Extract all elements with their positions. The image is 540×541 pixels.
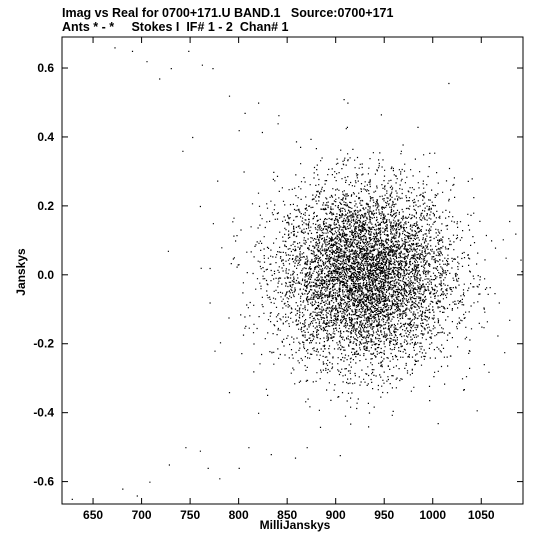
y-tick-label: -0.2 — [33, 337, 54, 351]
chart-title: Imag vs Real for 0700+171.U BAND.1 Sourc… — [62, 6, 394, 20]
scatter-points — [71, 47, 523, 501]
plot-frame — [61, 36, 524, 505]
scatter-point-cloud — [71, 47, 523, 501]
y-tick-label: -0.4 — [33, 406, 54, 420]
y-tick-label: -0.6 — [33, 475, 54, 489]
x-tick-label: 800 — [229, 508, 249, 522]
x-tick-label: 1000 — [419, 508, 446, 522]
x-tick-label: 900 — [326, 508, 346, 522]
y-tick-label: 0.2 — [37, 199, 54, 213]
x-tick-label: 650 — [83, 508, 103, 522]
x-tick-label: 750 — [180, 508, 200, 522]
x-tick-label: 1050 — [468, 508, 495, 522]
x-axis-ticks: 650 700 750 800 850 900 950 1000 1050 — [83, 37, 495, 522]
y-tick-label: 0.6 — [37, 61, 54, 75]
x-tick-label: 700 — [132, 508, 152, 522]
y-tick-label: 0.0 — [37, 268, 54, 282]
y-tick-label: 0.4 — [37, 130, 54, 144]
chart-subtitle: Ants * - * Stokes I IF# 1 - 2 Chan# 1 — [62, 20, 289, 34]
x-tick-label: 850 — [277, 508, 297, 522]
y-axis-ticks: -0.6 -0.4 -0.2 0.0 0.2 0.4 0.6 — [33, 61, 523, 489]
x-axis-label: MilliJanskys — [259, 518, 331, 532]
x-tick-label: 950 — [374, 508, 394, 522]
